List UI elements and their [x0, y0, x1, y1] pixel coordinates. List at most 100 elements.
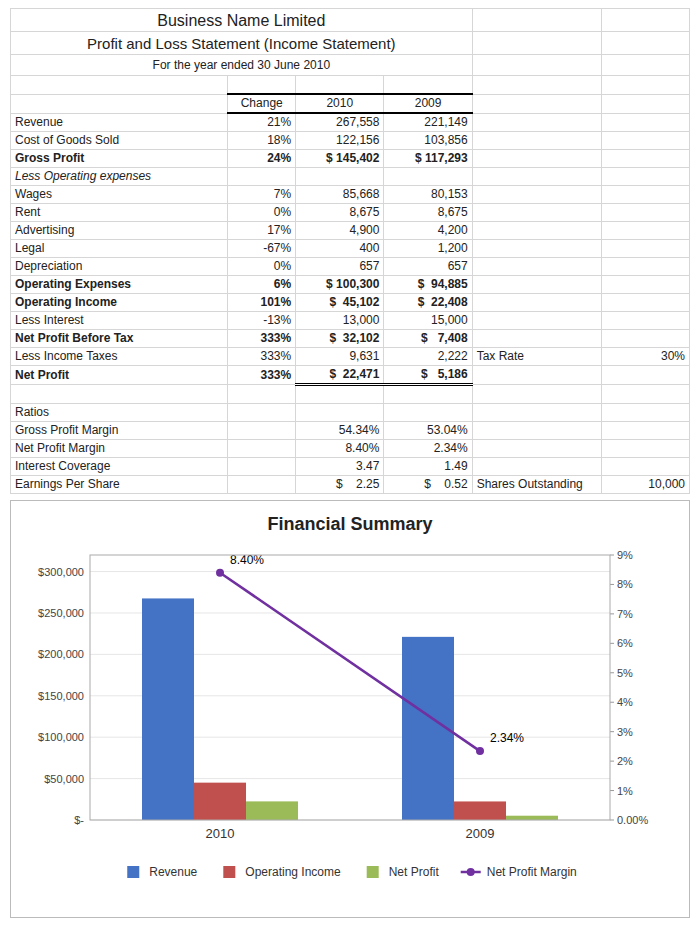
table-cell: $ 45,102	[296, 294, 384, 312]
bar	[506, 816, 558, 820]
table-cell: 221,149	[384, 113, 472, 132]
cell-text: $ 22,471	[329, 367, 379, 381]
cell-text: Legal	[15, 241, 44, 255]
y2-tick	[610, 820, 614, 821]
table-cell: 80,153	[384, 186, 472, 204]
table-cell: 85,668	[296, 186, 384, 204]
table-cell	[228, 476, 296, 494]
statement-row: Advertising17%4,9004,200	[11, 222, 690, 240]
table-cell: 657	[296, 258, 384, 276]
cell-text: $ 5,186	[421, 367, 468, 381]
table-cell: For the year ended 30 June 2010	[11, 55, 473, 76]
table-cell	[228, 76, 296, 95]
table-cell	[228, 168, 296, 186]
table-cell	[601, 222, 689, 240]
table-cell	[472, 440, 601, 458]
cell-text: Ratios	[15, 405, 49, 419]
cell-text: 6%	[274, 277, 291, 291]
table-cell: 7%	[228, 186, 296, 204]
statement-row: Rent0%8,6758,675	[11, 204, 690, 222]
table-cell: 9,631	[296, 348, 384, 366]
table-cell: -13%	[228, 312, 296, 330]
bar	[194, 783, 246, 820]
legend-item: Net Profit	[367, 865, 440, 879]
cell-text: 221,149	[424, 115, 467, 129]
table-cell: $ 22,408	[384, 294, 472, 312]
table-cell	[472, 240, 601, 258]
table-cell: Legal	[11, 240, 228, 258]
cell-text: 122,156	[336, 133, 379, 147]
cell-text: 8,675	[349, 205, 379, 219]
table-cell: 4,900	[296, 222, 384, 240]
x-tick-label: 2010	[206, 826, 235, 841]
table-cell	[601, 55, 689, 76]
table-cell: 3.47	[296, 458, 384, 476]
cell-text: Operating Expenses	[15, 277, 131, 291]
table-cell	[472, 132, 601, 150]
cell-text: 17%	[267, 223, 291, 237]
cell-text: 2010	[326, 96, 353, 110]
y-tick-label: $200,000	[38, 648, 84, 660]
table-cell	[472, 258, 601, 276]
y2-tick-label: 0.00%	[617, 814, 648, 826]
grid-line	[90, 571, 610, 572]
table-cell	[11, 76, 228, 95]
legend-swatch	[223, 866, 235, 878]
table-cell: 333%	[228, 330, 296, 348]
chart-title: Financial Summary	[267, 514, 432, 534]
cell-text: -13%	[263, 313, 291, 327]
table-cell: 10,000	[601, 476, 689, 494]
table-cell: 333%	[228, 366, 296, 385]
table-cell: $ 100,300	[296, 276, 384, 294]
cell-text: Operating Income	[15, 295, 117, 309]
table-cell: Business Name Limited	[11, 9, 473, 32]
cell-text: 9,631	[349, 349, 379, 363]
table-cell: $ 94,885	[384, 276, 472, 294]
ratios-header-row: Ratios	[11, 404, 690, 422]
cell-text: 0%	[274, 205, 291, 219]
legend-label: Revenue	[149, 865, 197, 879]
table-cell	[601, 294, 689, 312]
table-cell	[384, 76, 472, 95]
table-cell: 2,222	[384, 348, 472, 366]
data-label: 2.34%	[490, 731, 524, 745]
cell-text: Revenue	[15, 115, 63, 129]
bar	[246, 801, 298, 820]
blank-row	[11, 385, 690, 404]
table-cell	[601, 32, 689, 55]
table-cell	[601, 422, 689, 440]
cell-text: 21%	[267, 115, 291, 129]
chart: Financial Summary$-$50,000$100,000$150,0…	[0, 500, 700, 925]
table-cell	[296, 76, 384, 95]
table-cell	[472, 312, 601, 330]
cell-text: Shares Outstanding	[477, 477, 583, 491]
cell-text: 333%	[260, 331, 291, 345]
cell-text: 657	[359, 259, 379, 273]
cell-text: 333%	[260, 349, 291, 363]
table-cell: 17%	[228, 222, 296, 240]
legend-swatch-marker	[467, 868, 475, 876]
statement-row: Operating Income101%$ 45,102$ 22,408	[11, 294, 690, 312]
blank-row	[11, 76, 690, 95]
legend-swatch	[127, 866, 139, 878]
table-cell	[601, 330, 689, 348]
table-cell: Operating Expenses	[11, 276, 228, 294]
table-cell: 53.04%	[384, 422, 472, 440]
statement-row: Net Profit Before Tax333%$ 32,102$ 7,408	[11, 330, 690, 348]
table-cell: Advertising	[11, 222, 228, 240]
y2-tick	[610, 731, 614, 732]
table-cell: $ 117,293	[384, 150, 472, 168]
cell-text: Cost of Goods Sold	[15, 133, 119, 147]
y2-tick	[610, 643, 614, 644]
table-cell	[384, 385, 472, 404]
table-cell	[472, 76, 601, 95]
legend: RevenueOperating IncomeNet ProfitNet Pro…	[127, 865, 576, 879]
y2-tick	[610, 702, 614, 703]
statement-row: Depreciation0%657657	[11, 258, 690, 276]
table-cell: 103,856	[384, 132, 472, 150]
table-cell	[601, 76, 689, 95]
table-cell: Tax Rate	[472, 348, 601, 366]
plot-frame	[90, 555, 610, 820]
statement-row: Wages7%85,66880,153	[11, 186, 690, 204]
cell-text: $ 32,102	[329, 331, 379, 345]
